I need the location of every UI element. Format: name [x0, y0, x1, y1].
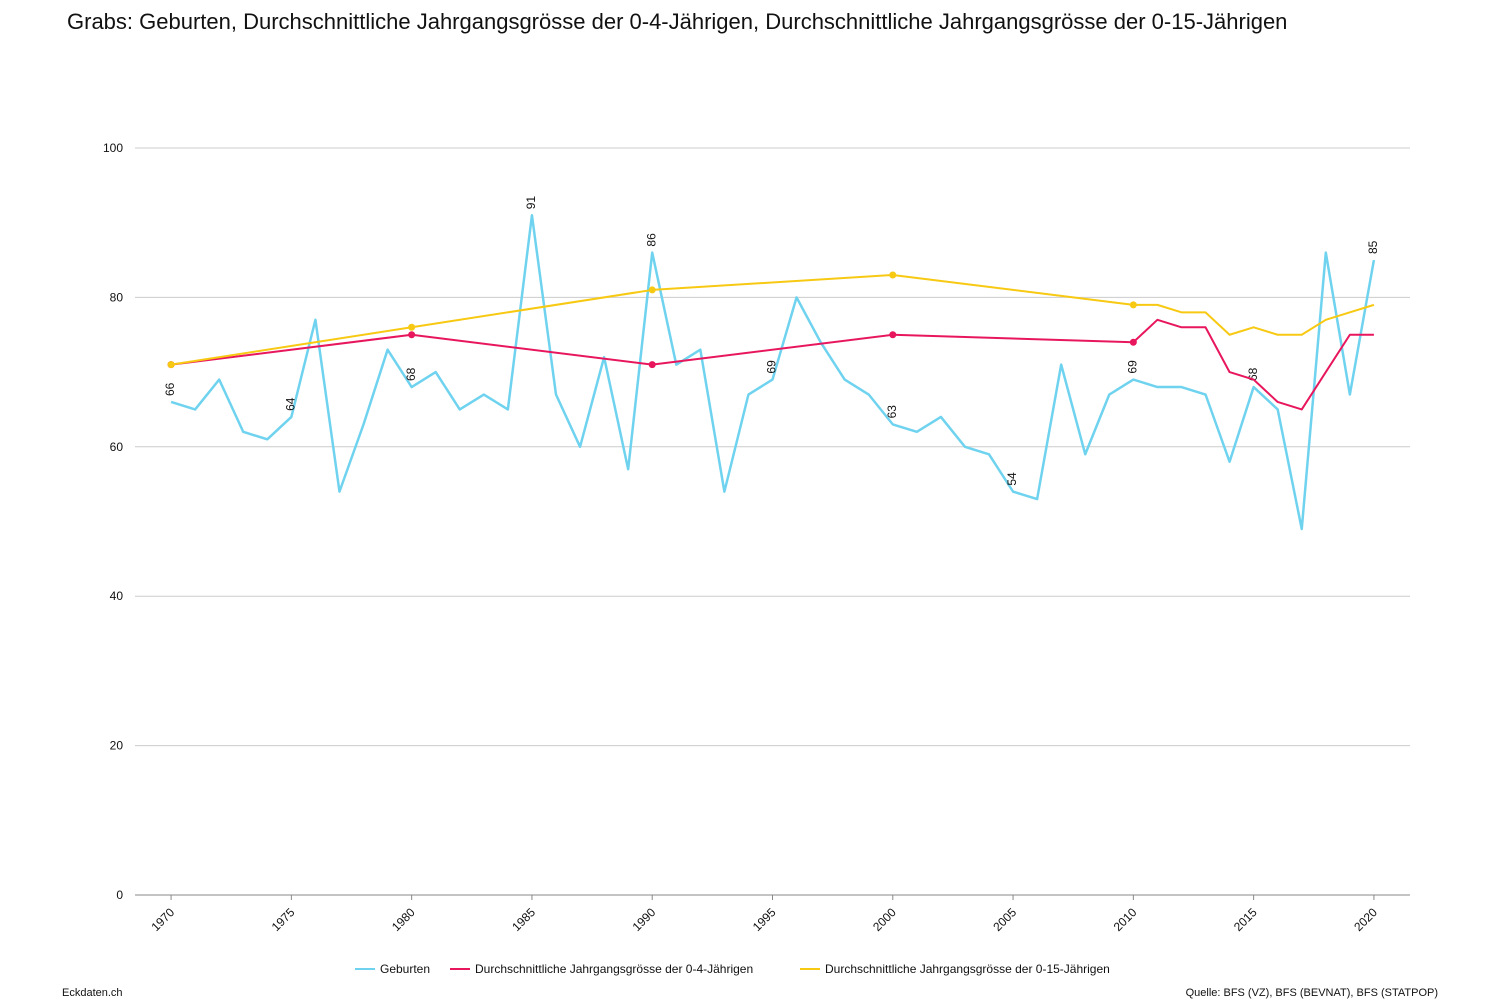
- series-line: [170, 318, 1374, 411]
- x-tick-label: 2005: [990, 905, 1019, 934]
- series-line: [170, 213, 1376, 531]
- x-tick-label: 2015: [1231, 905, 1260, 934]
- legend-label: Geburten: [380, 962, 430, 976]
- data-label: 64: [284, 397, 298, 411]
- chart-title: Grabs: Geburten, Durchschnittliche Jahrg…: [67, 9, 1287, 34]
- point: [648, 361, 656, 369]
- point: [408, 331, 416, 339]
- data-label: 68: [404, 367, 418, 381]
- point: [167, 361, 175, 369]
- point: [1129, 301, 1137, 309]
- y-tick-label: 100: [103, 141, 123, 155]
- data-label: 69: [765, 360, 779, 374]
- data-label: 69: [1126, 360, 1140, 374]
- point: [889, 271, 897, 279]
- point: [889, 331, 897, 339]
- point: [1129, 338, 1137, 346]
- footer-left: Eckdaten.ch: [62, 987, 123, 999]
- x-tick-label: 1970: [148, 905, 177, 934]
- x-tick-label: 1990: [630, 905, 659, 934]
- y-tick-label: 80: [110, 290, 124, 304]
- x-tick-label: 2010: [1111, 905, 1140, 934]
- legend-label: Durchschnittliche Jahrgangsgrösse der 0-…: [475, 962, 753, 976]
- x-tick-label: 2000: [870, 905, 899, 934]
- data-label: 86: [644, 233, 658, 247]
- data-label: 91: [524, 196, 538, 210]
- x-tick-label: 1975: [269, 905, 298, 934]
- series-line: [170, 273, 1375, 366]
- y-tick-label: 0: [116, 888, 123, 902]
- point: [408, 323, 416, 331]
- data-label: 63: [885, 405, 899, 419]
- y-tick-label: 40: [110, 589, 124, 603]
- y-tick-label: 60: [110, 440, 124, 454]
- legend-label: Durchschnittliche Jahrgangsgrösse der 0-…: [825, 962, 1110, 976]
- footer-right: Quelle: BFS (VZ), BFS (BEVNAT), BFS (STA…: [1186, 987, 1438, 999]
- x-tick-label: 1995: [750, 905, 779, 934]
- data-label: 85: [1366, 240, 1380, 254]
- data-label: 54: [1005, 472, 1019, 486]
- x-tick-label: 1985: [509, 905, 538, 934]
- x-tick-label: 1980: [389, 905, 418, 934]
- y-tick-label: 20: [110, 739, 124, 753]
- data-label: 66: [163, 382, 177, 396]
- point: [648, 286, 656, 294]
- x-tick-label: 2020: [1351, 905, 1380, 934]
